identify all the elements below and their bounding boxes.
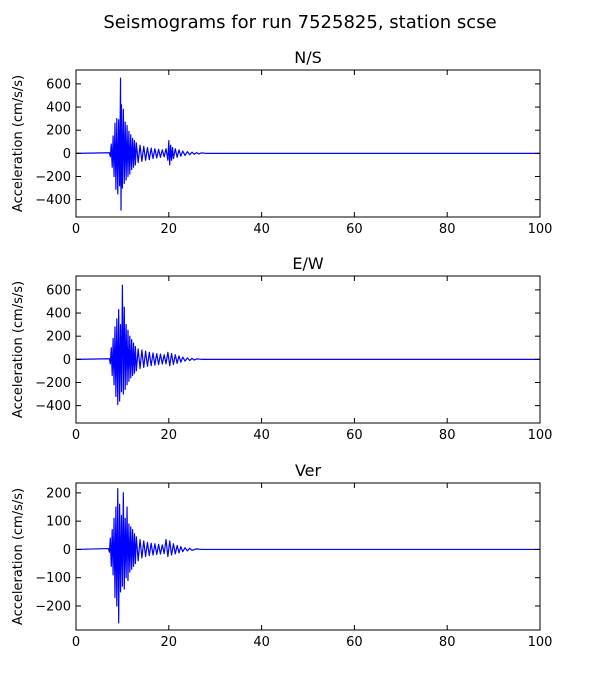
y-tick-label: 100 xyxy=(46,515,71,530)
x-tick-label: 40 xyxy=(253,635,270,650)
figure-title: Seismograms for run 7525825, station scs… xyxy=(103,12,496,33)
y-tick-label: −200 xyxy=(35,376,71,391)
y-tick-label: −400 xyxy=(35,193,71,208)
panel-title-e-w: E/W xyxy=(292,254,324,273)
x-tick-label: 20 xyxy=(161,428,178,443)
x-tick-label: 40 xyxy=(253,428,270,443)
x-tick-label: 100 xyxy=(528,222,553,237)
axes-frame-e-w xyxy=(75,275,541,424)
x-tick-label: 20 xyxy=(161,635,178,650)
series-line-ver xyxy=(76,488,540,624)
y-tick-label: 200 xyxy=(46,124,71,139)
x-tick-label: 40 xyxy=(253,222,270,237)
panel-ver: Ver 0 20 40 60 80 100 −200 −100 0 100 200 Accelerati… xyxy=(11,461,552,650)
x-tick-label: 80 xyxy=(439,222,456,237)
series-line-e-w xyxy=(76,284,540,406)
x-tick-label: 0 xyxy=(72,635,80,650)
y-tick-label: 0 xyxy=(63,543,71,558)
y-axis-label-n-s: Acceleration (cm/s/s) xyxy=(11,75,26,212)
panel-title-n-s: N/S xyxy=(294,48,322,67)
x-tick-label: 100 xyxy=(528,635,553,650)
x-tick-label: 60 xyxy=(346,635,363,650)
x-tick-label: 80 xyxy=(439,428,456,443)
axes-frame-n-s xyxy=(75,69,541,218)
y-tick-label: 0 xyxy=(63,147,71,162)
y-tick-label: −400 xyxy=(35,399,71,414)
y-tick-label: 200 xyxy=(46,330,71,345)
x-tick-label: 60 xyxy=(346,428,363,443)
x-tick-label: 0 xyxy=(72,428,80,443)
y-tick-label: 200 xyxy=(46,486,71,501)
y-tick-label: −200 xyxy=(35,170,71,185)
series-line-n-s xyxy=(76,77,540,211)
panels: N/S0 20 40 60 80 100−400−2000200400600Acceler… xyxy=(11,48,552,650)
y-tick-label: 0 xyxy=(63,353,71,368)
panel-n-s: N/S 0 20 40 60 80 100 −400 −200 0 200 400 600 Acceler… xyxy=(11,48,552,237)
y-tick-label: 600 xyxy=(46,77,71,92)
y-tick-label: 400 xyxy=(46,101,71,116)
y-tick-label: −100 xyxy=(35,571,71,586)
y-axis-label-e-w: Acceleration (cm/s/s) xyxy=(11,281,26,418)
axes-frame-ver xyxy=(75,482,541,631)
y-axis-label-ver: Acceleration (cm/s/s) xyxy=(11,488,26,625)
y-tick-label: 400 xyxy=(46,307,71,322)
y-tick-label: 600 xyxy=(46,283,71,298)
panel-title-ver: Ver xyxy=(295,461,322,480)
panel-e-w: E/W 0 20 40 60 80 100 −400 −200 0 200 400 600 Acceler… xyxy=(11,254,552,443)
x-tick-label: 100 xyxy=(528,428,553,443)
x-tick-label: 20 xyxy=(161,222,178,237)
x-tick-label: 60 xyxy=(346,222,363,237)
x-tick-label: 80 xyxy=(439,635,456,650)
y-tick-label: −200 xyxy=(35,599,71,614)
x-tick-label: 0 xyxy=(72,222,80,237)
